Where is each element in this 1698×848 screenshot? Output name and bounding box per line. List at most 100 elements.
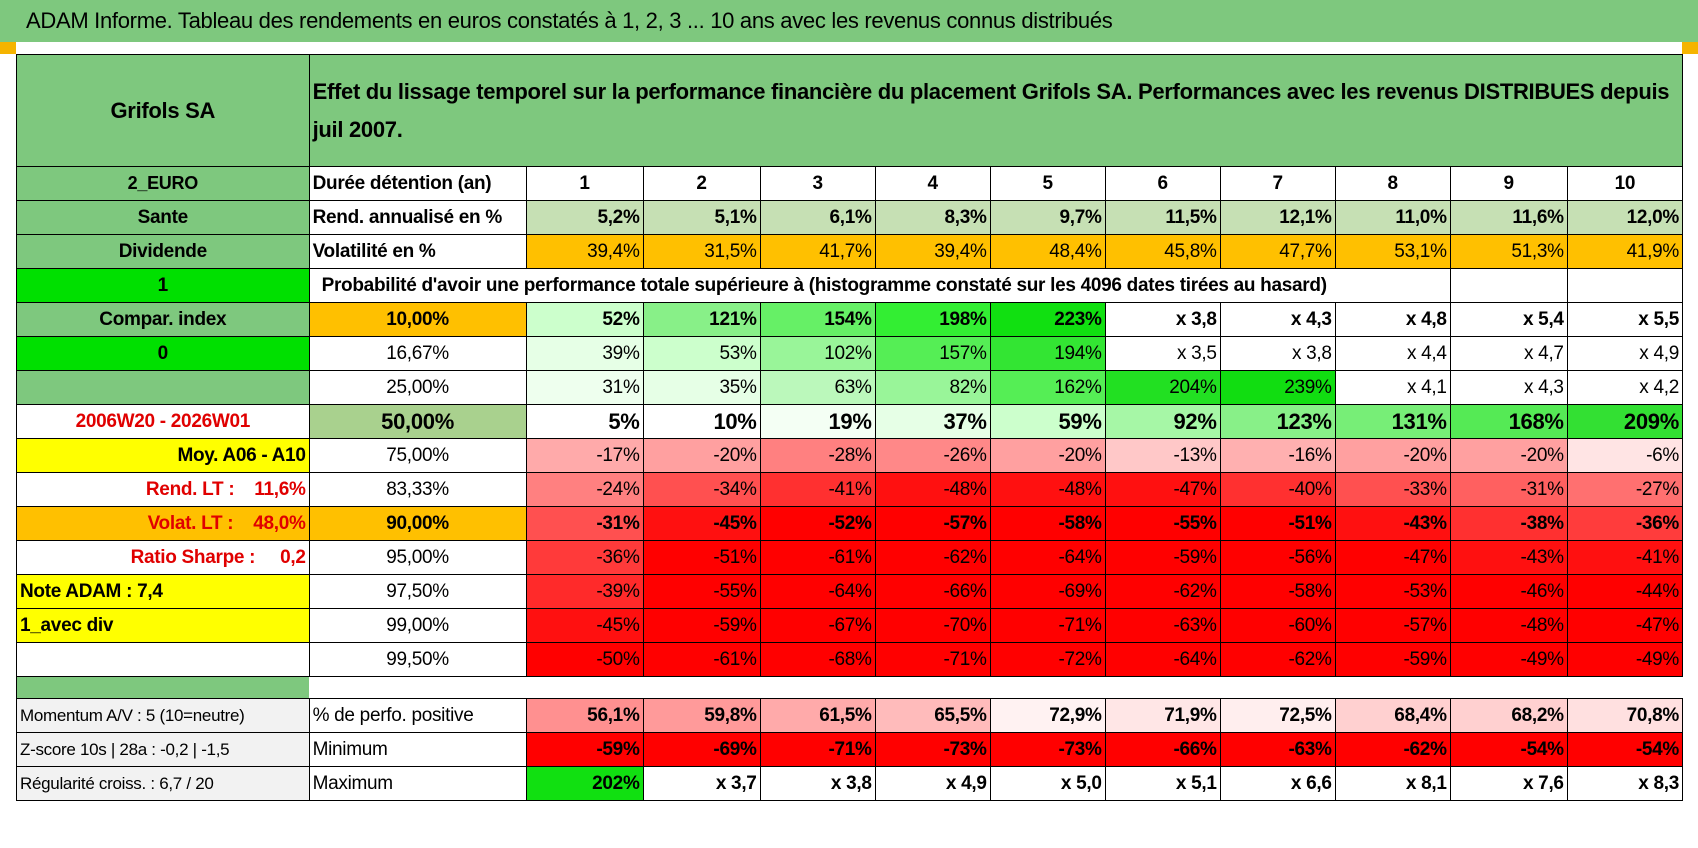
table-description: Effet du lissage temporel sur la perform…	[308, 54, 1684, 167]
footer-value-cell: -66%	[1104, 732, 1221, 767]
value-cell: 5%	[525, 404, 644, 439]
value-cell: -6%	[1566, 438, 1684, 473]
value-cell: x 4,4	[1334, 336, 1451, 371]
value-cell: -58%	[989, 506, 1106, 541]
value-cell: 37%	[874, 404, 991, 439]
value-cell: -49%	[1449, 642, 1568, 677]
value-cell: 48,4%	[989, 234, 1106, 269]
value-cell: -43%	[1334, 506, 1451, 541]
table-row: Volat. LT : 48,0% 90,00% -31% -45% -52% -57% -…	[16, 506, 1684, 541]
row-left-label: Sante	[16, 200, 310, 235]
value-cell: -64%	[1104, 642, 1221, 677]
value-cell: 209%	[1566, 404, 1684, 439]
footer-value-cell: x 3,8	[759, 766, 876, 801]
value-cell: -66%	[874, 574, 991, 609]
table-row: Rend. LT : 11,6% 83,33% -24% -34% -41% -48% -4…	[16, 472, 1684, 507]
footer-value-cell: x 8,1	[1334, 766, 1451, 801]
value-cell: -62%	[1104, 574, 1221, 609]
year-header-cell: 7	[1219, 166, 1336, 201]
value-cell: 8,3%	[874, 200, 991, 235]
year-header-cell: 3	[759, 166, 876, 201]
value-cell: -31%	[525, 506, 644, 541]
value-cell: -59%	[642, 608, 761, 643]
value-cell: -52%	[759, 506, 876, 541]
footer-row: Régularité croiss. : 6,7 / 20 Maximum 202%…	[16, 766, 1684, 801]
value-cell: x 5,5	[1566, 302, 1684, 337]
value-cell: 11,0%	[1334, 200, 1451, 235]
footer-row: Momentum A/V : 5 (10=neutre)% de perfo. …	[16, 698, 1684, 733]
value-cell: 82%	[874, 370, 991, 405]
value-cell: 41,7%	[759, 234, 876, 269]
value-cell: -20%	[1334, 438, 1451, 473]
value-cell: 223%	[989, 302, 1106, 337]
row-left-label: Rend. LT : 11,6%	[16, 472, 310, 507]
value-cell: 39%	[525, 336, 644, 371]
value-cell: -47%	[1334, 540, 1451, 575]
value-cell: x 4,3	[1219, 302, 1336, 337]
value-cell: -51%	[642, 540, 761, 575]
footer-value-cell: -62%	[1334, 732, 1451, 767]
value-cell: -47%	[1104, 472, 1221, 507]
company-name: Grifols SA	[16, 54, 310, 167]
value-cell: -38%	[1449, 506, 1568, 541]
value-cell: 123%	[1219, 404, 1336, 439]
footer-label: Maximum	[308, 766, 527, 801]
value-cell: 19%	[759, 404, 876, 439]
row-label: 50,00%	[308, 404, 527, 439]
value-cell: -20%	[642, 438, 761, 473]
table-row: 2006W20 - 2026W01 50,00% 5% 10% 19% 37% 59% 92%…	[16, 404, 1684, 439]
year-header-cell: 6	[1104, 166, 1221, 201]
value-cell: -59%	[1334, 642, 1451, 677]
value-cell: -57%	[1334, 608, 1451, 643]
footer-value-cell: -54%	[1449, 732, 1568, 767]
footer-value-cell: -63%	[1219, 732, 1336, 767]
value-cell: x 3,5	[1104, 336, 1221, 371]
value-cell: 6,1%	[759, 200, 876, 235]
spreadsheet: Grifols SA Effet du lissage temporel sur…	[16, 54, 1684, 848]
row-label: Volatilité en %	[308, 234, 527, 269]
row-label: Probabilité d'avoir une performance tota…	[308, 268, 1451, 303]
value-cell: 157%	[874, 336, 991, 371]
value-cell: -45%	[525, 608, 644, 643]
value-cell: -59%	[1104, 540, 1221, 575]
value-cell: 53%	[642, 336, 761, 371]
value-cell: 168%	[1449, 404, 1568, 439]
value-cell: -58%	[1219, 574, 1336, 609]
footer-value-cell: -73%	[989, 732, 1106, 767]
footer-left-label: Momentum A/V : 5 (10=neutre)	[16, 698, 310, 733]
row-left-label: 1	[16, 268, 310, 303]
spacer-cell	[309, 676, 1683, 699]
table-row: Dividende Volatilité en % 39,4% 31,5% 41,7% 3…	[16, 234, 1684, 269]
year-header-cell: 8	[1334, 166, 1451, 201]
value-cell: -31%	[1449, 472, 1568, 507]
value-cell: x 4,7	[1449, 336, 1568, 371]
footer-value-cell: x 8,3	[1566, 766, 1684, 801]
row-left-label	[16, 370, 310, 405]
value-cell: x 4,2	[1566, 370, 1684, 405]
footer-value-cell: 71,9%	[1104, 698, 1221, 733]
value-cell: 198%	[874, 302, 991, 337]
value-cell: -48%	[989, 472, 1106, 507]
value-cell: -71%	[989, 608, 1106, 643]
year-header-cell: 1	[525, 166, 644, 201]
row-label: Durée détention (an)	[308, 166, 527, 201]
value-cell: -28%	[759, 438, 876, 473]
table-row: Ratio Sharpe : 0,2 95,00% -36% -51% -61% -62%…	[16, 540, 1684, 575]
value-cell: x 4,1	[1334, 370, 1451, 405]
value-cell: 154%	[759, 302, 876, 337]
footer-value-cell: -73%	[874, 732, 991, 767]
value-cell: 162%	[989, 370, 1106, 405]
row-left-label: 2_EURO	[16, 166, 310, 201]
row-left-label: Dividende	[16, 234, 310, 269]
empty-cell	[1566, 268, 1684, 303]
value-cell: 59%	[989, 404, 1106, 439]
value-cell: -72%	[989, 642, 1106, 677]
value-cell: 63%	[759, 370, 876, 405]
value-cell: x 4,3	[1449, 370, 1568, 405]
value-cell: -69%	[989, 574, 1106, 609]
value-cell: -70%	[874, 608, 991, 643]
empty-cell	[1449, 268, 1568, 303]
value-cell: 31%	[525, 370, 644, 405]
footer-label: % de perfo. positive	[308, 698, 527, 733]
row-left-label: 2006W20 - 2026W01	[16, 404, 310, 439]
